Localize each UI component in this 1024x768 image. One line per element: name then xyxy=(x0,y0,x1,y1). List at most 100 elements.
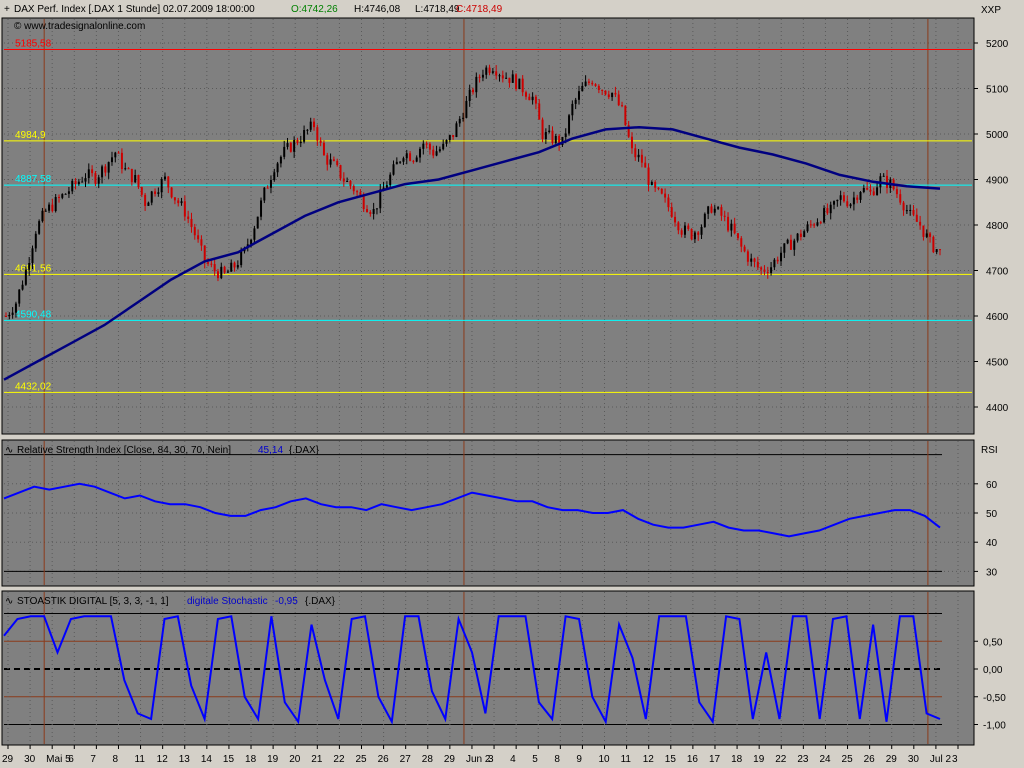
candle-body xyxy=(707,206,710,214)
candle-body xyxy=(11,312,14,315)
rsi-line xyxy=(3,482,941,538)
x-tick-label: 3 xyxy=(488,754,494,765)
candle-body xyxy=(674,216,677,223)
rsi-axis-label: RSI xyxy=(981,445,998,456)
candle-body xyxy=(935,249,938,253)
candle-body xyxy=(163,176,166,180)
candle-body xyxy=(117,152,120,154)
candle-body xyxy=(24,269,27,285)
rsi-tick-label: 30 xyxy=(986,567,998,578)
x-tick-label: Jul 2 xyxy=(930,754,952,765)
candle-body xyxy=(746,251,749,262)
candle-body xyxy=(346,180,349,182)
candle-body xyxy=(597,85,600,91)
candle-body xyxy=(760,267,763,270)
candle-body xyxy=(91,169,94,174)
candle-body xyxy=(256,216,259,229)
candle-body xyxy=(538,103,541,120)
x-tick-label: 16 xyxy=(687,754,699,765)
candle-body xyxy=(859,192,862,200)
candle-body xyxy=(919,221,922,226)
price-tick-label: 5200 xyxy=(986,39,1009,50)
candle-body xyxy=(531,96,534,101)
candle-body xyxy=(269,180,272,188)
candle-body xyxy=(621,105,624,107)
candle-body xyxy=(382,187,385,190)
x-tick-label: 15 xyxy=(665,754,677,765)
candle-body xyxy=(670,207,673,217)
candle-body xyxy=(485,67,488,75)
candle-body xyxy=(627,125,630,137)
candle-body xyxy=(852,197,855,205)
candle-body xyxy=(253,228,256,240)
candle-body xyxy=(84,178,87,182)
x-tick-label: 17 xyxy=(709,754,721,765)
candle-body xyxy=(806,224,809,232)
x-tick-label: 28 xyxy=(422,754,434,765)
candle-body xyxy=(369,212,372,214)
candle-body xyxy=(895,189,898,195)
candle-body xyxy=(534,96,537,104)
candle-body xyxy=(882,175,885,177)
low-value: L:4718,49 xyxy=(415,4,460,15)
candle-body xyxy=(604,90,607,95)
candle-body xyxy=(402,158,405,162)
stochastic-legend-icon: ∿ xyxy=(5,596,13,607)
candle-body xyxy=(428,143,431,150)
candle-body xyxy=(584,81,587,86)
candle-body xyxy=(657,187,660,189)
candle-body xyxy=(637,154,640,158)
candle-body xyxy=(250,239,253,245)
x-tick-label: 12 xyxy=(643,754,655,765)
candle-body xyxy=(67,191,70,194)
candle-body xyxy=(528,96,531,101)
level-label: 5185,58 xyxy=(15,39,52,50)
candle-body xyxy=(743,246,746,252)
candle-body xyxy=(240,251,243,266)
candle-body xyxy=(332,159,335,161)
candle-body xyxy=(226,271,229,273)
candle-body xyxy=(697,232,700,235)
x-tick-label: 19 xyxy=(267,754,279,765)
candle-body xyxy=(57,197,60,199)
candle-body xyxy=(263,187,266,201)
candle-body xyxy=(154,191,157,194)
candle-body xyxy=(150,191,153,203)
level-lines: 5185,58 4984,9 4887,58 4691,56 4590,48 4432,0… xyxy=(4,39,972,393)
crosshair-icon[interactable]: + xyxy=(4,4,10,15)
x-tick-label: 26 xyxy=(378,754,390,765)
candle-body xyxy=(736,233,739,239)
candle-body xyxy=(727,216,730,231)
candle-body xyxy=(127,168,130,170)
candle-body xyxy=(173,197,176,201)
candle-body xyxy=(375,208,378,210)
candle-body xyxy=(717,207,720,209)
candle-body xyxy=(809,224,812,226)
candle-body xyxy=(925,233,928,237)
candle-body xyxy=(167,176,170,188)
x-tick-label: 22 xyxy=(775,754,787,765)
price-panel[interactable] xyxy=(1,17,975,435)
candle-body xyxy=(38,221,41,234)
x-tick-label: 13 xyxy=(179,754,191,765)
candle-body xyxy=(31,248,34,263)
candle-body xyxy=(501,75,504,79)
candle-body xyxy=(664,193,667,198)
candle-body xyxy=(319,140,322,143)
candle-body xyxy=(316,127,319,141)
candle-body xyxy=(296,140,299,144)
candle-body xyxy=(849,204,852,207)
candle-body xyxy=(101,166,104,178)
x-tick-label: 27 xyxy=(400,754,412,765)
candle-body xyxy=(932,236,935,253)
price-tick-label: 5100 xyxy=(986,85,1009,96)
candle-body xyxy=(71,180,74,192)
candle-body xyxy=(279,156,282,164)
candle-body xyxy=(77,181,80,185)
candle-body xyxy=(713,208,716,213)
stochastic-tick-label: -0,50 xyxy=(983,693,1006,704)
candle-body xyxy=(322,142,325,156)
x-tick-label: 20 xyxy=(289,754,301,765)
candle-body xyxy=(587,81,590,83)
x-tick-label: 22 xyxy=(333,754,345,765)
